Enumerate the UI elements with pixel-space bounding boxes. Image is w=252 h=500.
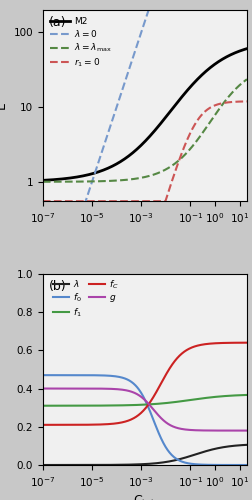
- $f_0$: [178, 458, 181, 464]
- Line: $f_1$: $f_1$: [43, 395, 247, 406]
- $\lambda$: [41, 462, 44, 468]
- $f_0$: [245, 462, 248, 468]
- $g$: [195, 428, 198, 434]
- $f_C$: [178, 353, 181, 359]
- Text: (b): (b): [49, 280, 67, 292]
- $\lambda = 0$: [41, 328, 44, 334]
- Y-axis label: L: L: [0, 102, 8, 109]
- $r_1 = 0$: [245, 98, 248, 104]
- Line: M2: M2: [43, 48, 247, 180]
- $\lambda = 0$: [77, 218, 80, 224]
- M2: [77, 174, 80, 180]
- $r_1 = 0$: [77, 198, 80, 204]
- $\lambda$: [134, 462, 137, 468]
- M2: [195, 77, 198, 83]
- $r_1 = 0$: [195, 118, 198, 124]
- $f_1$: [94, 402, 97, 408]
- $\lambda$: [162, 460, 165, 466]
- $f_C$: [245, 340, 248, 345]
- $f_C$: [134, 414, 137, 420]
- $g$: [245, 428, 248, 434]
- Legend: M2, $\lambda = 0$, $\lambda = \lambda_\mathrm{max}$, $r_1 = 0$: M2, $\lambda = 0$, $\lambda = \lambda_\m…: [47, 14, 115, 72]
- $\lambda = \lambda_\mathrm{max}$: [245, 76, 248, 82]
- $r_1 = 0$: [94, 198, 97, 204]
- Line: $\lambda = \lambda_\mathrm{max}$: $\lambda = \lambda_\mathrm{max}$: [43, 80, 247, 182]
- M2: [134, 148, 137, 154]
- $\lambda$: [77, 462, 80, 468]
- $f_1$: [178, 398, 181, 404]
- $\lambda = 0$: [134, 48, 137, 54]
- $f_1$: [162, 400, 165, 406]
- $g$: [162, 417, 165, 423]
- $g$: [178, 426, 181, 432]
- M2: [94, 170, 97, 176]
- $f_C$: [41, 422, 44, 428]
- $r_1 = 0$: [134, 198, 137, 204]
- $\lambda = \lambda_\mathrm{max}$: [195, 138, 198, 144]
- $\lambda = 0$: [94, 169, 97, 175]
- $f_1$: [245, 392, 248, 398]
- Line: $f_C$: $f_C$: [43, 342, 247, 425]
- $\lambda$: [94, 462, 97, 468]
- $f_1$: [195, 396, 198, 402]
- $g$: [41, 386, 44, 392]
- M2: [245, 46, 248, 52]
- $\lambda$: [195, 451, 198, 457]
- M2: [162, 118, 165, 124]
- $\lambda = \lambda_\mathrm{max}$: [94, 178, 97, 184]
- $f_0$: [94, 372, 97, 378]
- $g$: [77, 386, 80, 392]
- $\lambda = \lambda_\mathrm{max}$: [41, 179, 44, 185]
- $\lambda = \lambda_\mathrm{max}$: [77, 178, 80, 184]
- $f_0$: [134, 382, 137, 388]
- $f_0$: [77, 372, 80, 378]
- Text: (a): (a): [49, 16, 67, 28]
- $f_1$: [77, 402, 80, 408]
- $\lambda$: [245, 442, 248, 448]
- $f_C$: [195, 343, 198, 349]
- $f_0$: [195, 462, 198, 468]
- $\lambda = \lambda_\mathrm{max}$: [134, 176, 137, 182]
- $f_C$: [77, 422, 80, 428]
- $g$: [134, 390, 137, 396]
- X-axis label: C$_\mathrm{tot}$: C$_\mathrm{tot}$: [134, 494, 156, 500]
- $r_1 = 0$: [41, 198, 44, 204]
- Legend: $\lambda$, $f_0$, $f_1$, $f_C$, $g$: $\lambda$, $f_0$, $f_1$, $f_C$, $g$: [51, 276, 120, 320]
- Line: $\lambda = 0$: $\lambda = 0$: [43, 0, 247, 331]
- $g$: [94, 386, 97, 392]
- Line: $g$: $g$: [43, 388, 247, 430]
- Line: $r_1 = 0$: $r_1 = 0$: [43, 102, 247, 201]
- $f_C$: [162, 376, 165, 382]
- M2: [41, 178, 44, 184]
- $f_0$: [41, 372, 44, 378]
- $f_1$: [41, 402, 44, 408]
- $r_1 = 0$: [162, 198, 165, 204]
- $\lambda = \lambda_\mathrm{max}$: [178, 157, 181, 163]
- $f_C$: [94, 422, 97, 428]
- Line: $f_0$: $f_0$: [43, 375, 247, 465]
- $f_1$: [134, 402, 137, 408]
- $\lambda = \lambda_\mathrm{max}$: [162, 168, 165, 174]
- $\lambda$: [178, 456, 181, 462]
- $r_1 = 0$: [178, 157, 181, 163]
- Line: $\lambda$: $\lambda$: [43, 445, 247, 465]
- $f_0$: [162, 440, 165, 446]
- M2: [178, 97, 181, 103]
